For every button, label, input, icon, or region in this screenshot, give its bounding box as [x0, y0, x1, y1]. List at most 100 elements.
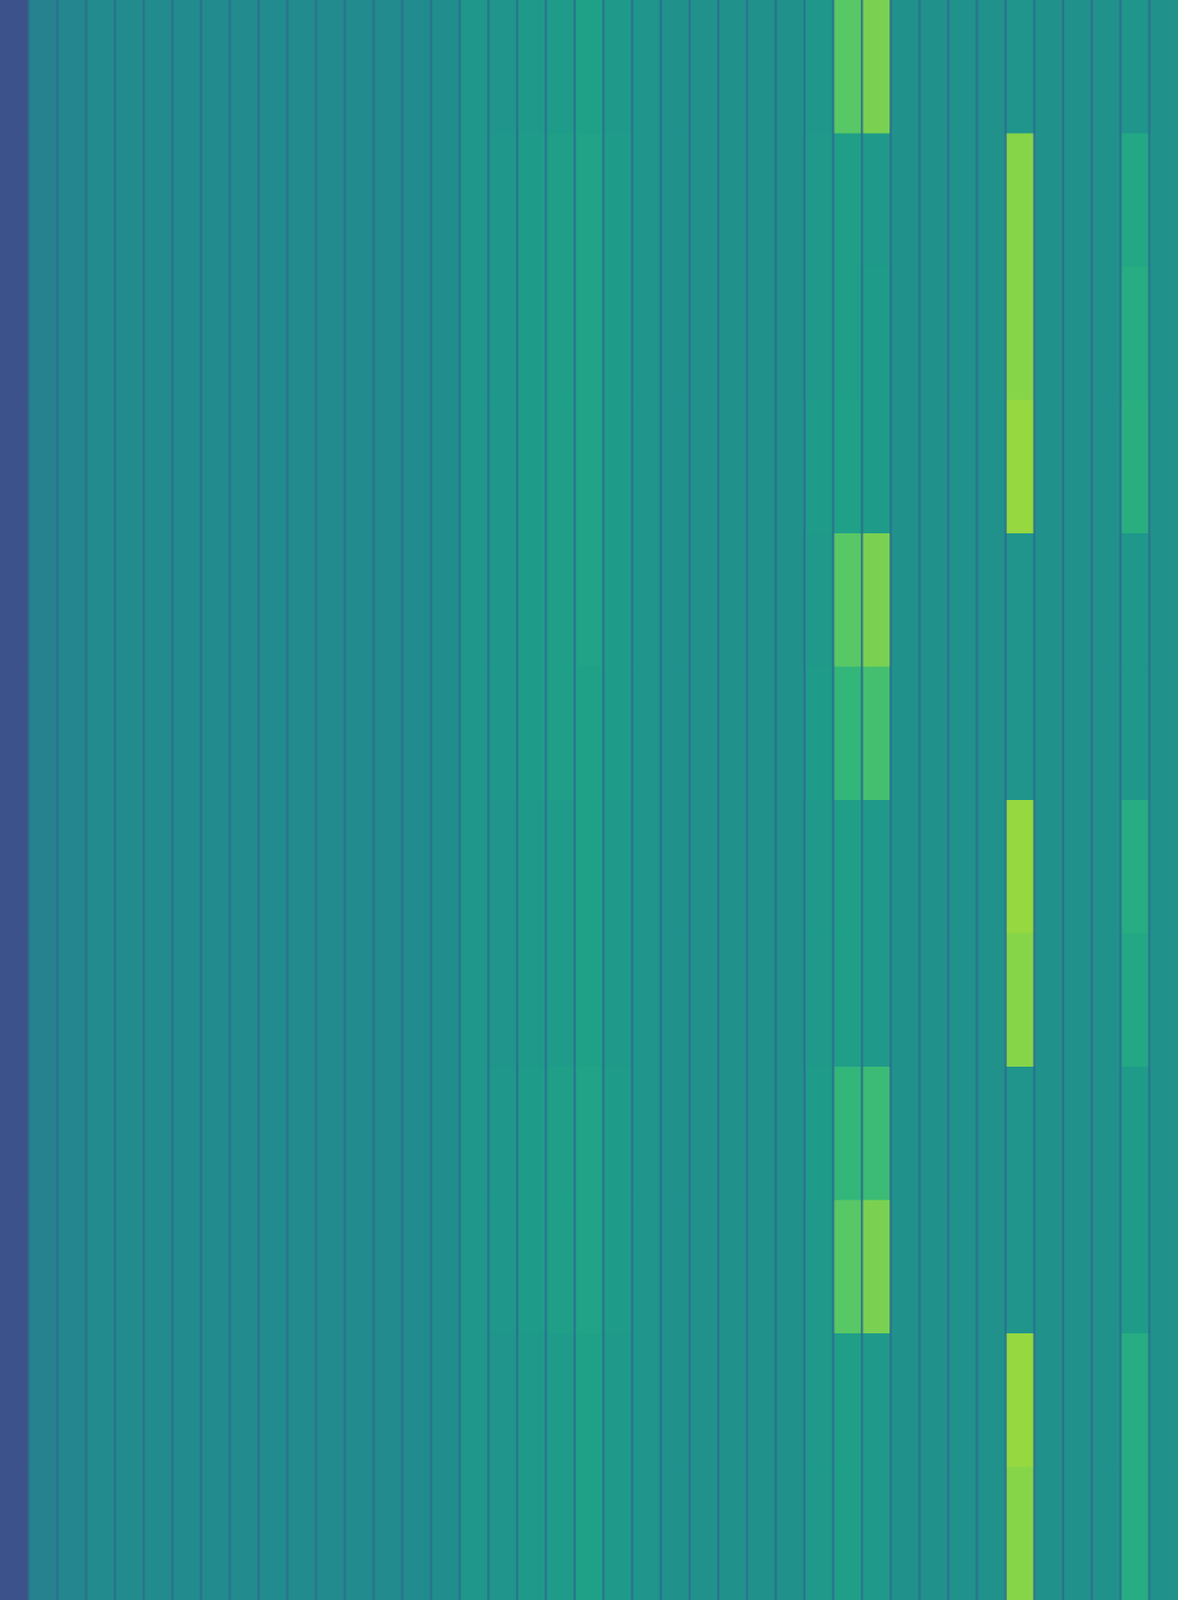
- heatmap-cell: [861, 133, 892, 268]
- heatmap-cell: [574, 266, 604, 401]
- heatmap-cell: [85, 533, 116, 667]
- heatmap-cell: [545, 666, 576, 801]
- heatmap-cell: [890, 1466, 921, 1600]
- heatmap-cell: [1120, 133, 1151, 268]
- heatmap-cell: [516, 933, 547, 1068]
- heatmap-cell: [747, 400, 777, 535]
- heatmap-cell: [1034, 799, 1065, 934]
- heatmap-cell: [775, 1066, 806, 1200]
- heatmap-cell: [661, 799, 691, 934]
- heatmap-cell: [833, 1466, 863, 1600]
- heatmap-cell: [287, 799, 318, 934]
- heatmap-cell: [747, 666, 777, 801]
- heatmap-cell: [402, 1199, 432, 1334]
- heatmap-cell: [976, 533, 1007, 667]
- heatmap-cell: [1006, 1066, 1036, 1200]
- heatmap-cell: [201, 400, 232, 535]
- heatmap-cell: [430, 1466, 461, 1600]
- heatmap-cell: [201, 1466, 232, 1600]
- heatmap-cell: [603, 1066, 634, 1200]
- heatmap-cell: [632, 266, 663, 401]
- heatmap-cell: [344, 266, 375, 401]
- heatmap-cell: [574, 1199, 604, 1334]
- heatmap-cell: [0, 1332, 30, 1467]
- heatmap-cell: [1034, 1199, 1065, 1334]
- heatmap-cell: [488, 1066, 518, 1200]
- heatmap-cell: [459, 266, 490, 401]
- heatmap-cell: [1092, 1466, 1122, 1600]
- column-divider: [1148, 0, 1152, 1600]
- heatmap-cell: [57, 799, 87, 934]
- heatmap-cell: [402, 0, 432, 134]
- heatmap-cell: [57, 266, 87, 401]
- heatmap-cell: [28, 1199, 59, 1334]
- heatmap-cell: [833, 1066, 863, 1200]
- heatmap-cell: [1063, 266, 1093, 401]
- heatmap-cell: [171, 1199, 202, 1334]
- heatmap-cell: [747, 799, 777, 934]
- heatmap-cell: [0, 1466, 30, 1600]
- heatmap-cell: [775, 400, 806, 535]
- heatmap-cell: [775, 533, 806, 667]
- heatmap-cell: [1034, 666, 1065, 801]
- heatmap-cell: [201, 799, 232, 934]
- heatmap-cell: [603, 133, 634, 268]
- heatmap-cell: [804, 799, 835, 934]
- heatmap-cell: [661, 666, 691, 801]
- heatmap-cell: [114, 1332, 145, 1467]
- heatmap-cell: [287, 1332, 318, 1467]
- heatmap-cell: [747, 933, 777, 1068]
- heatmap-cell: [632, 0, 663, 134]
- heatmap-cell: [861, 266, 892, 401]
- column-divider: [515, 0, 519, 1600]
- heatmap-cell: [603, 0, 634, 134]
- heatmap-cell: [344, 1066, 375, 1200]
- heatmap-cell: [1063, 133, 1093, 268]
- heatmap-cell: [0, 666, 30, 801]
- heatmap-cell: [373, 0, 404, 134]
- heatmap-cell: [574, 666, 604, 801]
- heatmap-cell: [861, 533, 892, 667]
- heatmap-cell: [344, 1199, 375, 1334]
- heatmap-cell: [488, 133, 518, 268]
- heatmap-cell: [1006, 933, 1036, 1068]
- heatmap-cell: [1120, 666, 1151, 801]
- heatmap-cell: [747, 266, 777, 401]
- heatmap-cell: [661, 266, 691, 401]
- heatmap-cell: [603, 1466, 634, 1600]
- heatmap-cell: [28, 1066, 59, 1200]
- heatmap-cell: [947, 400, 978, 535]
- heatmap-cell: [143, 1332, 173, 1467]
- heatmap-cell: [603, 799, 634, 934]
- heatmap-cell: [0, 400, 30, 535]
- heatmap-cell: [661, 933, 691, 1068]
- heatmap-cell: [718, 666, 749, 801]
- heatmap-cell: [919, 799, 949, 934]
- heatmap-cell: [689, 400, 720, 535]
- heatmap-cell: [574, 1466, 604, 1600]
- heatmap-cell: [143, 933, 173, 1068]
- heatmap-cell: [373, 1466, 404, 1600]
- heatmap-cell: [57, 1466, 87, 1600]
- heatmap-cell: [890, 533, 921, 667]
- heatmap-cell: [1034, 0, 1065, 134]
- heatmap-cell: [804, 266, 835, 401]
- heatmap-cell: [114, 799, 145, 934]
- heatmap-cell: [804, 1066, 835, 1200]
- heatmap-cell: [459, 933, 490, 1068]
- heatmap-cell: [1120, 799, 1151, 934]
- heatmap-cell: [804, 1199, 835, 1334]
- heatmap-cell: [258, 1466, 289, 1600]
- heatmap-cell: [230, 1066, 260, 1200]
- heatmap-cell: [1120, 1466, 1151, 1600]
- column-divider: [803, 0, 807, 1600]
- heatmap-cell: [430, 933, 461, 1068]
- heatmap-cell: [114, 1199, 145, 1334]
- heatmap-cell: [28, 1466, 59, 1600]
- heatmap-cell: [201, 1199, 232, 1334]
- heatmap-cell: [574, 533, 604, 667]
- column-divider: [199, 0, 203, 1600]
- heatmap-cell: [258, 1066, 289, 1200]
- chart: [0, 0, 1178, 1600]
- heatmap-cell: [316, 0, 346, 134]
